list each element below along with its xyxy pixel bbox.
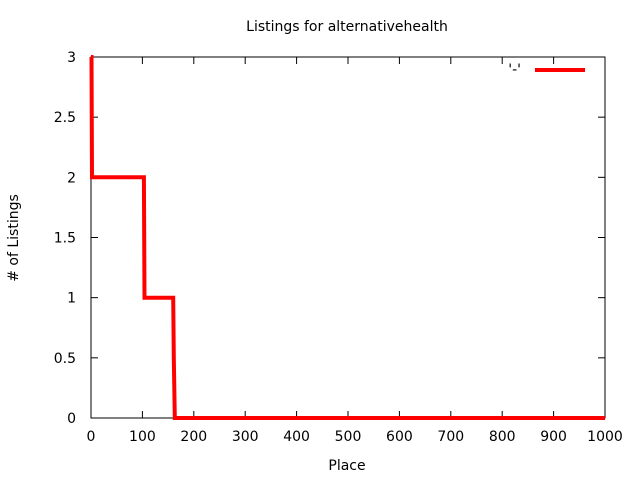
y-axis: 0 0.5 1 1.5 2 2.5 3 bbox=[54, 50, 605, 427]
y-tick-label: 0 bbox=[67, 411, 76, 427]
x-tick-label: 600 bbox=[386, 429, 413, 445]
y-tick-label: 2.5 bbox=[54, 110, 76, 126]
y-tick-label: 3 bbox=[67, 50, 76, 66]
x-axis: 0 100 200 300 400 500 600 700 800 900 1000 bbox=[87, 57, 623, 445]
x-tick-label: 400 bbox=[283, 429, 310, 445]
y-tick-label: 1 bbox=[67, 291, 76, 307]
legend: '-' bbox=[508, 62, 585, 78]
x-tick-label: 0 bbox=[87, 429, 96, 445]
series-line bbox=[89, 55, 605, 420]
x-tick-label: 800 bbox=[489, 429, 516, 445]
x-axis-label: Place bbox=[328, 458, 365, 474]
x-tick-label: 700 bbox=[437, 429, 464, 445]
chart-title: Listings for alternativehealth bbox=[246, 19, 448, 35]
series-layer bbox=[89, 55, 605, 420]
x-tick-label: 200 bbox=[180, 429, 207, 445]
y-tick-label: 1.5 bbox=[54, 231, 76, 247]
x-tick-label: 100 bbox=[129, 429, 156, 445]
x-tick-label: 900 bbox=[540, 429, 567, 445]
y-tick-label: 2 bbox=[67, 170, 76, 186]
x-tick-label: 1000 bbox=[587, 429, 623, 445]
y-axis-label: # of Listings bbox=[6, 194, 22, 282]
y-tick-label: 0.5 bbox=[54, 351, 76, 367]
x-tick-label: 500 bbox=[335, 429, 362, 445]
legend-label: '-' bbox=[508, 62, 521, 78]
plot-area-border bbox=[90, 56, 606, 419]
x-tick-label: 300 bbox=[232, 429, 259, 445]
